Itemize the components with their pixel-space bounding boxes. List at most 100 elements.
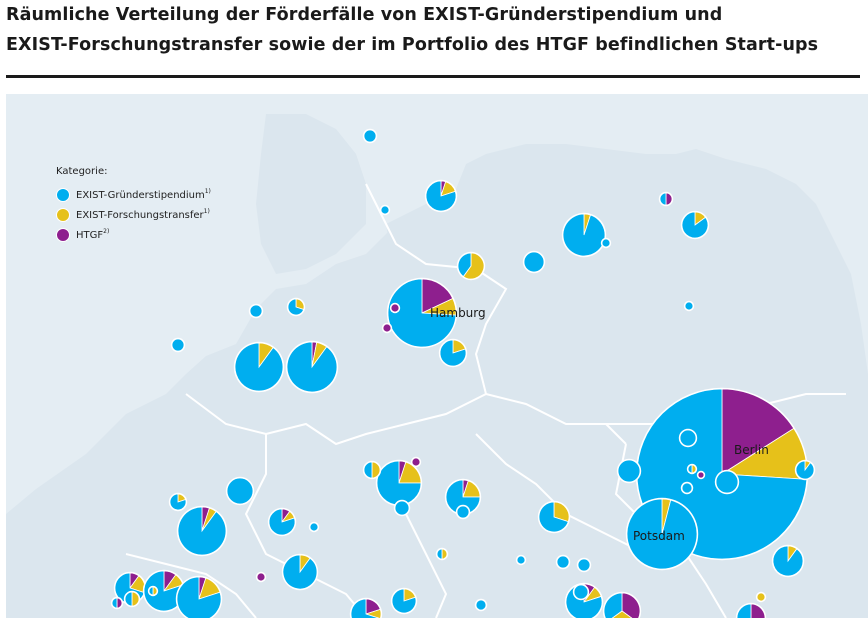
map-svg <box>6 114 868 618</box>
pie-symbol <box>285 340 339 394</box>
pie-symbol <box>424 179 458 213</box>
pie-wedge <box>131 591 140 607</box>
pie-symbol <box>147 585 159 597</box>
pie-symbol <box>308 521 320 533</box>
pie-symbol <box>515 554 527 566</box>
pie-wedge <box>391 588 417 614</box>
pie-symbol <box>233 341 285 393</box>
pie-wedge <box>556 555 570 569</box>
pie-symbol <box>455 504 471 520</box>
pie-symbol <box>381 322 393 334</box>
pie-symbol <box>794 459 816 481</box>
pie-wedge <box>772 545 804 577</box>
pie-symbol <box>379 204 391 216</box>
pie-wedge <box>176 576 222 618</box>
city-label-hamburg: Hamburg <box>430 306 486 320</box>
legend-swatch-forschung <box>56 208 70 222</box>
pie-wedge <box>475 599 487 611</box>
pie-wedge <box>439 339 467 367</box>
pie-wedge <box>376 460 422 506</box>
pie-symbol <box>123 590 141 608</box>
pie-symbol <box>735 602 767 618</box>
pie-symbol <box>362 460 382 480</box>
pie-wedge <box>626 498 698 570</box>
pie-wedge <box>721 388 795 475</box>
pie-symbol <box>625 497 699 571</box>
pie-wedge <box>684 301 694 311</box>
pie-wedge <box>287 298 305 316</box>
pie-symbol <box>225 476 255 506</box>
page-title-line-2: EXIST-Forschungstransfer sowie der im Po… <box>6 35 819 55</box>
pie-wedge <box>681 482 693 494</box>
pie-wedge <box>681 211 709 239</box>
pie-wedge <box>516 555 526 565</box>
pie-wedge <box>249 304 263 318</box>
title-divider <box>6 75 860 78</box>
pie-symbol <box>390 587 418 615</box>
pie-wedge <box>382 323 392 333</box>
pie-symbol <box>176 505 228 557</box>
pie-symbol <box>576 557 592 573</box>
pie-symbol <box>537 500 571 534</box>
pie-wedge <box>425 180 457 212</box>
legend-item-gruender: EXIST-Gründerstipendium1) <box>56 185 211 205</box>
legend-title: Kategorie: <box>56 166 108 177</box>
pie-symbol <box>714 469 740 495</box>
map-panel: Kategorie: EXIST-Gründerstipendium1) EXI… <box>6 94 868 618</box>
legend-item-forschung: EXIST-Forschungstransfer1) <box>56 205 211 225</box>
pie-symbol <box>286 297 306 317</box>
pie-symbol <box>602 591 642 618</box>
pie-wedge <box>538 501 569 533</box>
pie-wedge <box>687 464 693 474</box>
pie-wedge <box>756 592 766 602</box>
pie-symbol <box>170 337 186 353</box>
pie-symbol <box>248 303 264 319</box>
pie-wedge <box>363 461 373 479</box>
pie-wedge <box>445 479 481 515</box>
pie-symbol <box>522 250 546 274</box>
pie-symbol <box>755 591 767 603</box>
pie-wedge <box>603 592 623 618</box>
pie-symbol <box>175 575 223 618</box>
pie-symbol <box>600 237 612 249</box>
pie-wedge <box>523 251 545 273</box>
pie-wedge <box>171 338 185 352</box>
legend-swatch-gruender <box>56 188 70 202</box>
pie-wedge <box>350 598 380 618</box>
pie-symbol <box>438 338 468 368</box>
pie-wedge <box>436 548 443 560</box>
pie-wedge <box>387 278 457 348</box>
pie-symbol <box>142 569 186 613</box>
pie-symbol <box>375 459 423 507</box>
title-block: Räumliche Verteilung der Förderfälle von… <box>6 0 862 60</box>
pie-wedge <box>611 610 633 618</box>
pie-symbol <box>349 597 383 618</box>
pie-symbol <box>474 598 488 612</box>
pie-symbol <box>410 456 422 468</box>
pie-wedge <box>562 213 606 257</box>
state-borders <box>125 183 846 618</box>
pie-symbol <box>771 544 805 578</box>
pie-symbol <box>555 554 571 570</box>
pie-wedge <box>457 252 472 278</box>
pie-wedge <box>363 129 377 143</box>
pie-wedge <box>665 192 673 206</box>
pie-symbol <box>572 583 590 601</box>
pie-symbol <box>680 481 694 495</box>
city-label-berlin: Berlin <box>734 443 769 457</box>
pie-wedge <box>148 586 154 596</box>
pie-wedge <box>111 597 118 609</box>
pie-wedge <box>573 584 589 600</box>
pie-wedge <box>750 603 766 618</box>
pie-wedge <box>621 592 641 618</box>
pie-symbol <box>561 212 607 258</box>
legend-item-htgf: HTGF2) <box>56 225 211 245</box>
pie-wedge <box>390 303 400 313</box>
pie-symbol <box>616 458 642 484</box>
pie-symbol <box>255 571 267 583</box>
pie-symbol <box>678 428 698 448</box>
pie-wedge <box>553 501 570 523</box>
pie-wedge <box>679 429 697 447</box>
pie-wedge <box>364 608 382 618</box>
pie-wedge <box>617 459 641 483</box>
